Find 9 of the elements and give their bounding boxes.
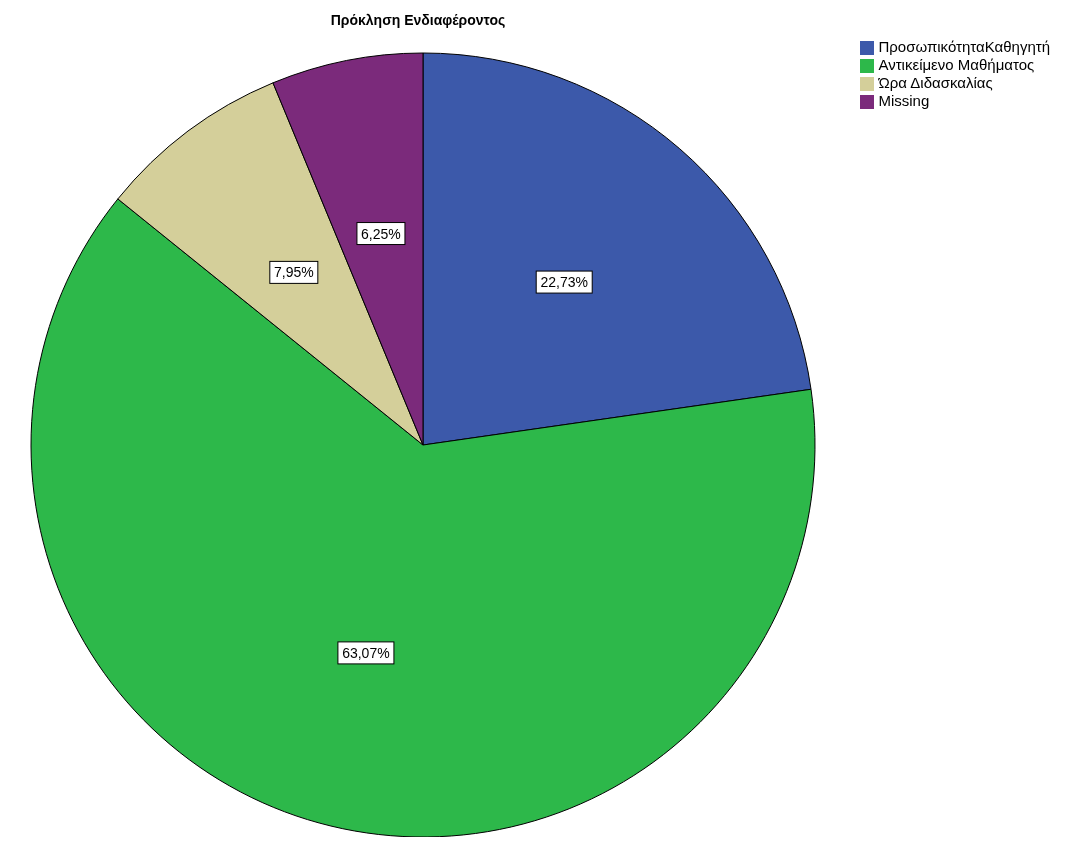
- chart-title: Πρόκληση Ενδιαφέροντος: [329, 12, 507, 28]
- data-label: 7,95%: [273, 264, 314, 281]
- legend-label: Αντικείμενο Μαθήματος: [878, 56, 1035, 73]
- data-label: 63,07%: [342, 644, 390, 661]
- data-label: 6,25%: [361, 225, 401, 242]
- legend-label: Missing: [878, 92, 930, 109]
- legend-label: ΠροσωπικότηταΚαθηγητή: [878, 38, 1050, 55]
- data-label: 22,73%: [540, 274, 588, 291]
- legend-label: Ώρα Διδασκαλίας: [878, 74, 993, 91]
